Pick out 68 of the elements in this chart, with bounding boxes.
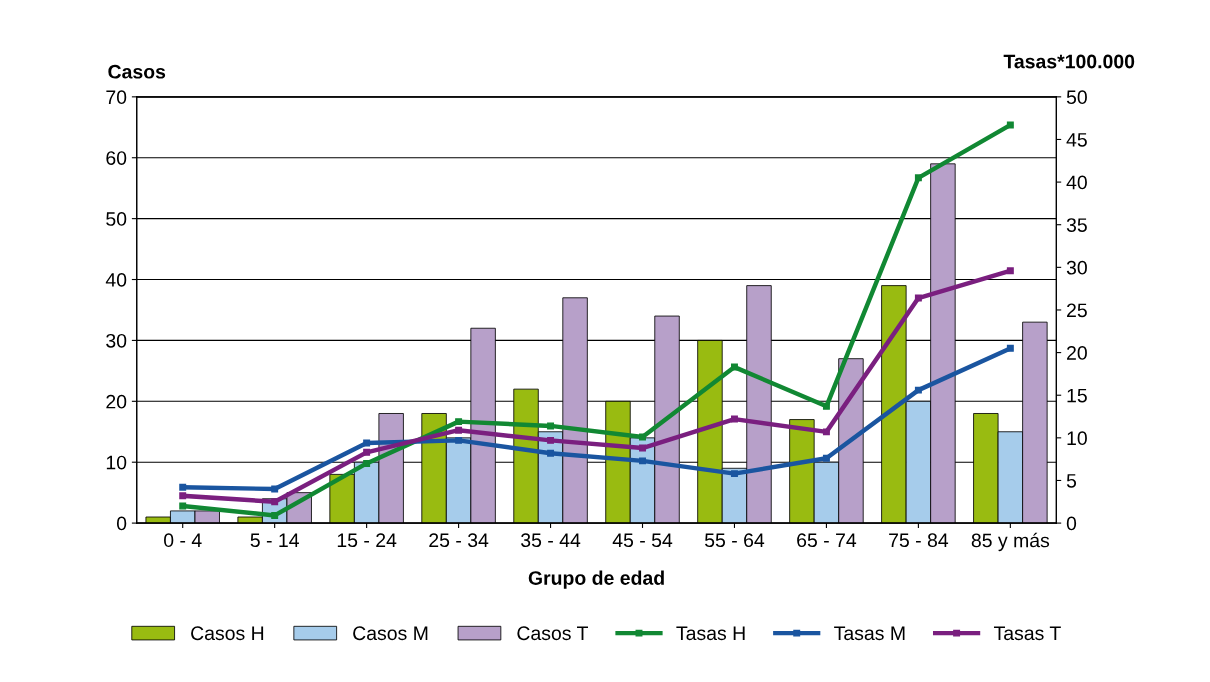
- point: [1006, 344, 1014, 352]
- point: [730, 470, 738, 478]
- x-tick-label: 45 - 54: [612, 533, 673, 548]
- point: [1006, 267, 1014, 275]
- point: [455, 436, 463, 444]
- point: [271, 485, 279, 493]
- point: [730, 415, 738, 423]
- x-tick-label: 55 - 64: [704, 533, 765, 548]
- y2-tick-label: 15: [1067, 388, 1087, 403]
- point: [914, 386, 922, 394]
- y2-tick-label: 20: [1067, 346, 1087, 360]
- point: [914, 174, 922, 182]
- legend-label: Casos M: [353, 626, 428, 641]
- point: [822, 402, 830, 410]
- y-tick-label: 30: [106, 333, 127, 348]
- y-tick-label: 0: [116, 516, 127, 531]
- y-tick-label: 50: [106, 212, 127, 226]
- point: [639, 457, 646, 465]
- y2-tick-label: 10: [1067, 431, 1087, 446]
- point: [363, 448, 371, 456]
- point: [1006, 121, 1014, 129]
- point: [822, 428, 830, 436]
- y2-tick-label: 30: [1066, 260, 1087, 275]
- y2-tick-label: 35: [1066, 218, 1087, 232]
- point: [271, 511, 279, 519]
- y2-axis-title: Tasas*100.000: [1003, 54, 1135, 69]
- y2-tick-label: 0: [1066, 516, 1077, 531]
- point: [547, 422, 555, 430]
- y2-tick-label: 25: [1067, 303, 1087, 318]
- legend-label: Tasas T: [993, 626, 1061, 641]
- y2-tick-label: 5: [1066, 474, 1077, 488]
- x-tick-label: 35 - 44: [521, 533, 581, 548]
- point: [639, 444, 646, 452]
- y-tick-label: 70: [106, 90, 127, 105]
- y2-tick-label: 50: [1066, 90, 1087, 105]
- point: [639, 433, 646, 441]
- x-tick-label: 75 - 84: [889, 533, 949, 548]
- point: [271, 498, 279, 506]
- point: [914, 294, 922, 302]
- point: [822, 454, 830, 462]
- x-tick-label: 15 - 24: [337, 533, 397, 548]
- point: [730, 363, 738, 371]
- y-axis-title: Casos: [108, 64, 166, 79]
- point: [455, 418, 463, 426]
- legend-label: Tasas M: [834, 626, 905, 641]
- point: [179, 492, 187, 500]
- y-tick-label: 60: [106, 151, 127, 165]
- y-tick-label: 10: [106, 455, 127, 470]
- x-tick-label: 5 - 14: [250, 533, 299, 548]
- point: [363, 439, 371, 447]
- point: [455, 426, 463, 434]
- point: [363, 459, 371, 467]
- legend-label: Casos T: [517, 626, 588, 641]
- x-axis-title: Grupo de edad: [528, 570, 664, 589]
- x-tick-label: 65 - 74: [797, 533, 857, 548]
- y2-tick-label: 45: [1066, 133, 1087, 147]
- y-tick-label: 40: [105, 272, 127, 287]
- point: [547, 436, 555, 444]
- point: [179, 483, 187, 491]
- point: [179, 502, 187, 510]
- legend-label: Casos H: [191, 626, 264, 641]
- x-tick-label: 25 - 34: [429, 533, 489, 548]
- x-tick-label: 85 y más: [971, 532, 1050, 552]
- x-tick-label: 0 - 4: [164, 533, 202, 548]
- legend-label: Tasas H: [676, 626, 745, 641]
- y-tick-label: 20: [106, 394, 127, 409]
- point: [547, 449, 555, 457]
- y2-tick-label: 40: [1066, 175, 1087, 190]
